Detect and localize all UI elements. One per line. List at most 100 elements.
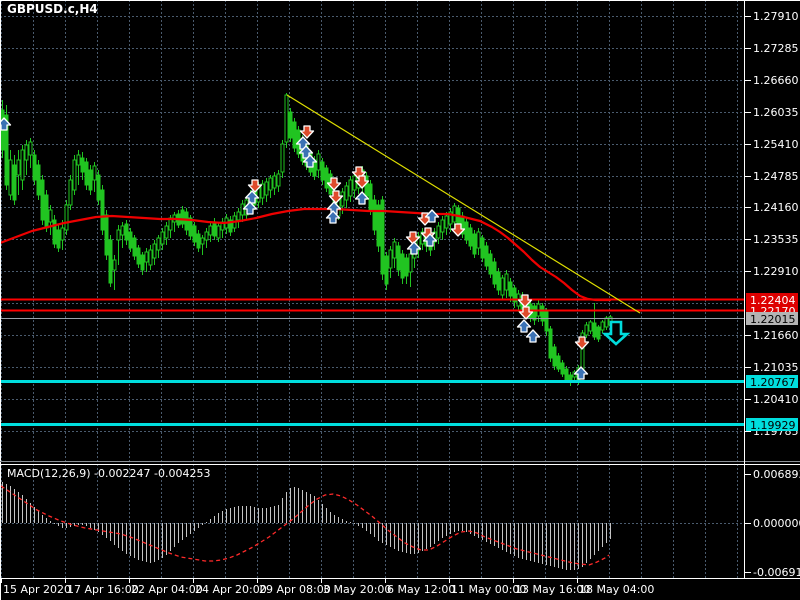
sell-arrow-icon <box>450 223 466 237</box>
price-tick-label: 1.27285 <box>753 42 799 55</box>
level-price-badge-label: 1.22015 <box>750 313 796 326</box>
time-tick-label: 18 May 04:00 <box>579 583 654 596</box>
sell-arrow-icon <box>299 125 315 139</box>
candle-body <box>268 177 273 191</box>
candle-body <box>372 199 377 231</box>
sell-arrow-icon <box>328 190 344 204</box>
candle-body <box>316 153 321 171</box>
sell-arrow-icon <box>354 175 370 189</box>
candle-body <box>368 183 373 211</box>
candle-body <box>144 251 149 263</box>
price-tick-label: 1.22910 <box>753 265 799 278</box>
buy-arrow-icon <box>302 154 318 168</box>
candle-body <box>400 253 405 279</box>
candle-body <box>404 257 409 277</box>
candle-body <box>40 179 45 221</box>
candle-body <box>8 159 13 196</box>
time-tick-label: 15 Apr 2020 <box>3 583 71 596</box>
candle-body <box>420 231 425 245</box>
candle-body <box>184 211 189 231</box>
candle-body <box>556 355 561 370</box>
time-tick-label: 11 May 00:00 <box>451 583 526 596</box>
sell-arrow-icon <box>247 179 263 193</box>
candle-body <box>96 174 101 201</box>
candle-body <box>80 157 85 173</box>
candle-body <box>532 305 537 321</box>
moving-average-line <box>0 207 611 302</box>
candle-body <box>480 237 485 259</box>
level-price-badge-label: 1.19929 <box>750 419 796 432</box>
candle-body <box>104 214 109 256</box>
time-tick-label: 24 Apr 20:00 <box>195 583 267 596</box>
time-tick-label: 29 Apr 08:00 <box>259 583 331 596</box>
buy-arrow-icon <box>525 329 541 343</box>
descending-trendline[interactable] <box>286 94 641 314</box>
macd-tick-label: 0.000000 <box>753 517 800 530</box>
macd-histogram <box>2 482 611 570</box>
candle-body <box>112 259 117 271</box>
candle-body <box>52 219 57 245</box>
price-tick-label: 1.21035 <box>753 361 799 374</box>
candle-body <box>36 164 41 196</box>
candle-body <box>164 225 169 239</box>
candle-body <box>512 287 517 303</box>
price-tick-label: 1.24160 <box>753 201 799 214</box>
candle-body <box>12 164 17 201</box>
candle-body <box>32 154 37 181</box>
candle-body <box>392 241 397 259</box>
candle-body <box>564 368 569 381</box>
candle-body <box>148 249 153 266</box>
main-chart-pane[interactable] <box>0 0 744 461</box>
candle-body <box>212 221 217 237</box>
candle-body <box>48 209 53 223</box>
candle-body <box>320 161 325 181</box>
big-down-arrow-icon[interactable] <box>601 320 631 346</box>
level-price-badge <box>746 293 798 306</box>
horizontal-levels <box>0 298 744 426</box>
candle-body <box>64 204 69 231</box>
price-scale[interactable]: 1.27910 1.27285 1.26660 1.26035 1.25410 1.247… <box>744 10 799 438</box>
candle-body <box>408 253 413 273</box>
price-tick-label: 1.24785 <box>753 170 799 183</box>
candle-body <box>588 321 593 332</box>
macd-tick-label: 0.006893 <box>753 468 800 481</box>
candle-body <box>584 324 589 336</box>
candle-body <box>84 161 89 186</box>
macd-pane[interactable] <box>0 464 744 578</box>
candle-body <box>292 121 297 149</box>
candle-body <box>340 191 345 207</box>
price-tick-label: 1.25410 <box>753 138 799 151</box>
candle-body <box>28 141 33 156</box>
macd-scale[interactable]: 0.006893 0.000000 -0.006915 <box>744 468 800 579</box>
candle-body <box>264 181 269 196</box>
candle-body <box>60 227 65 241</box>
candle-body <box>208 225 213 236</box>
price-tick-label: 1.21660 <box>753 329 799 342</box>
buy-arrow-icon <box>406 241 422 255</box>
candle-body <box>124 223 129 241</box>
buy-arrow-icon <box>326 201 342 215</box>
candle-body <box>468 227 473 247</box>
candle-body <box>440 219 445 233</box>
buy-arrow-icon <box>242 201 258 215</box>
candle-body <box>504 273 509 291</box>
candle-body <box>236 211 241 221</box>
buy-arrow-icon <box>244 190 260 204</box>
candle-body <box>592 322 597 338</box>
candle-body <box>260 183 265 199</box>
candle-body <box>4 114 9 186</box>
candle-body <box>548 328 553 359</box>
candle-body <box>280 143 285 173</box>
price-tick-label: 1.23535 <box>753 233 799 246</box>
macd-indicator-label: MACD(12,26,9) -0.002247 -0.004253 <box>7 467 211 480</box>
candle-body <box>132 237 137 257</box>
price-tick-label: 1.20410 <box>753 393 799 406</box>
candle-body <box>324 167 329 189</box>
price-tick-label: 1.27910 <box>753 10 799 23</box>
candle-body <box>380 199 385 275</box>
candle-body <box>388 249 393 269</box>
price-tick-label: 1.26660 <box>753 74 799 87</box>
